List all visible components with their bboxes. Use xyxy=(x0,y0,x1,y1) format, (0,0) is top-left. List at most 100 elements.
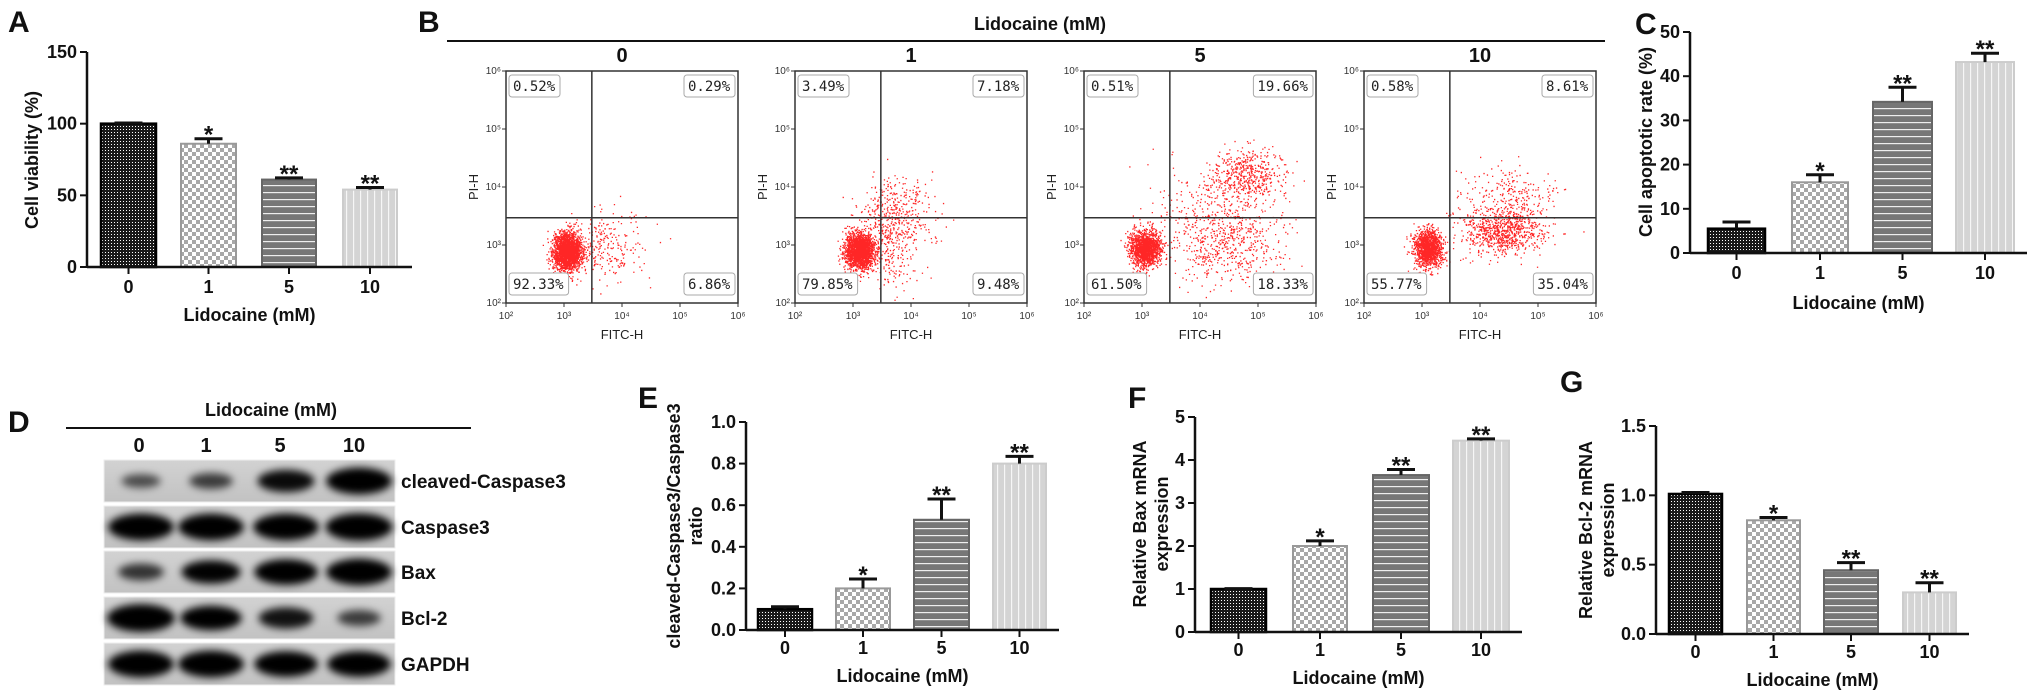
x-tick-label: 10⁵ xyxy=(1250,311,1265,322)
plot-frame xyxy=(794,70,1028,304)
panel-label-f: F xyxy=(1128,382,1146,415)
x-axis-label: FITC-H xyxy=(601,327,644,342)
significance-marker: * xyxy=(1315,524,1325,551)
protein-band xyxy=(107,604,175,632)
bar-chart-e: 0.0 0.2 0.4 0.6 0.8 1.0 0 * 1 ** 5 ** 10 Lidocaine (m… xyxy=(664,403,1059,686)
y-tick-label: 0 xyxy=(1175,622,1185,642)
x-tick-label: 5 xyxy=(284,277,294,297)
panel-label-d: D xyxy=(8,406,30,439)
bar-chart-a: 0 50 100 150 0 * 1 ** 5 ** 10 Lidocaine (mM) Cell vi… xyxy=(22,42,412,325)
y-tick-label: 10³ xyxy=(487,240,502,251)
significance-marker: ** xyxy=(361,170,380,197)
bar-0 xyxy=(99,122,158,269)
protein-band xyxy=(325,513,393,541)
y-tick-label: 150 xyxy=(47,42,77,62)
quadrant-label-box xyxy=(797,272,859,296)
x-tick-label: 10³ xyxy=(1135,311,1150,322)
y-tick-label: 0.0 xyxy=(1621,624,1646,644)
quadrant-label-box xyxy=(1541,74,1594,98)
significance-marker: ** xyxy=(1976,36,1995,63)
x-tick-label: 10 xyxy=(1919,642,1939,662)
y-axis-label: Cell apoptotic rate (%) xyxy=(1636,47,1656,237)
bar-chart-g: 0.0 0.5 1.0 1.5 0 * 1 ** 5 ** 10 Lidocaine (mM) Rela… xyxy=(1576,416,1969,690)
protein-band xyxy=(189,473,233,489)
blot-row-bax: Bax xyxy=(103,550,436,594)
quadrant-percentage-upper-right: 7.18% xyxy=(977,79,1020,95)
y-tick-label: 30 xyxy=(1660,110,1680,130)
y-axis-label: Relative Bax mRNA xyxy=(1130,440,1150,607)
quadrant-label-box xyxy=(683,272,736,296)
x-tick-label: 10² xyxy=(788,311,803,322)
protein-band xyxy=(337,610,381,626)
x-tick-label: 10² xyxy=(499,311,514,322)
blot-row-label: Bcl-2 xyxy=(401,609,447,630)
y-axis-label: expression xyxy=(1598,482,1618,577)
x-axis-label: FITC-H xyxy=(890,327,933,342)
quadrant-label-box xyxy=(1366,272,1428,296)
bar-5 xyxy=(1823,569,1879,635)
y-tick-label: 10⁵ xyxy=(486,124,501,135)
x-tick-label: 0 xyxy=(1233,640,1243,660)
quadrant-label-box xyxy=(1366,74,1419,98)
y-tick-label: 2 xyxy=(1175,536,1185,556)
x-tick-label: 10⁶ xyxy=(1308,311,1323,322)
y-axis-label: ratio xyxy=(686,506,706,545)
scatter-dots xyxy=(1403,156,1585,277)
blot-row-label: Caspase3 xyxy=(401,518,490,539)
quadrant-percentage-lower-right: 6.86% xyxy=(688,277,731,293)
quadrant-percentage-lower-right: 18.33% xyxy=(1257,277,1308,293)
bar-5 xyxy=(913,518,970,632)
y-tick-label: 10⁴ xyxy=(486,182,501,193)
y-tick-label: 1.5 xyxy=(1621,416,1646,436)
quadrant-percentage-lower-left: 92.33% xyxy=(513,277,564,293)
lane-label: 1 xyxy=(200,435,211,457)
x-tick-label: 10⁶ xyxy=(730,311,745,322)
panel-label-a: A xyxy=(8,6,30,39)
x-tick-label: 10⁶ xyxy=(1588,311,1603,322)
significance-marker: ** xyxy=(932,482,951,509)
blot-row-cleaved-caspase3: cleaved-Caspase3 xyxy=(103,459,566,503)
lane-label: 10 xyxy=(343,435,365,457)
blot-row-label: Bax xyxy=(401,563,436,584)
quadrant-label-box xyxy=(1532,272,1594,296)
y-tick-label: 100 xyxy=(47,114,77,134)
y-axis-label: PI-H xyxy=(466,174,481,200)
y-tick-label: 0.2 xyxy=(711,578,736,598)
x-tick-label: 0 xyxy=(1690,642,1700,662)
quadrant-label-box xyxy=(1252,74,1314,98)
quadrant-percentage-lower-left: 61.50% xyxy=(1091,277,1142,293)
protein-band xyxy=(253,513,319,541)
y-tick-label: 10² xyxy=(1065,298,1080,309)
protein-band xyxy=(178,650,244,678)
y-tick-label: 10³ xyxy=(776,240,791,251)
quadrant-percentage-upper-right: 19.66% xyxy=(1257,79,1308,95)
x-tick-label: 0 xyxy=(123,277,133,297)
y-tick-label: 10⁶ xyxy=(775,66,790,77)
x-axis-label: Lidocaine (mM) xyxy=(1792,293,1924,313)
y-tick-label: 50 xyxy=(1660,22,1680,42)
significance-marker: ** xyxy=(1392,452,1411,479)
x-tick-label: 10³ xyxy=(1415,311,1430,322)
y-tick-label: 10² xyxy=(487,298,502,309)
significance-marker: ** xyxy=(1920,566,1939,593)
bar-1 xyxy=(180,142,237,269)
x-tick-label: 10² xyxy=(1357,311,1372,322)
x-axis-label: FITC-H xyxy=(1459,327,1502,342)
blot-row-label: cleaved-Caspase3 xyxy=(401,472,566,493)
plot-frame xyxy=(1363,70,1597,304)
y-axis-label: cleaved-Caspase3/Caspase3 xyxy=(664,403,684,648)
y-tick-label: 1.0 xyxy=(711,412,736,432)
significance-marker: * xyxy=(204,122,214,149)
y-tick-label: 10⁶ xyxy=(486,66,501,77)
quadrant-percentage-upper-left: 3.49% xyxy=(802,79,845,95)
bar-5 xyxy=(1372,474,1430,633)
x-tick-label: 1 xyxy=(858,638,868,658)
y-tick-label: 0.8 xyxy=(711,454,736,474)
y-tick-label: 4 xyxy=(1175,450,1185,470)
x-axis-label: Lidocaine (mM) xyxy=(183,305,315,325)
x-tick-label: 10⁶ xyxy=(1019,311,1034,322)
protein-band xyxy=(327,651,391,677)
quadrant-label-box xyxy=(508,272,570,296)
y-tick-label: 10⁶ xyxy=(1064,66,1079,77)
x-axis-label: Lidocaine (mM) xyxy=(1292,668,1424,688)
